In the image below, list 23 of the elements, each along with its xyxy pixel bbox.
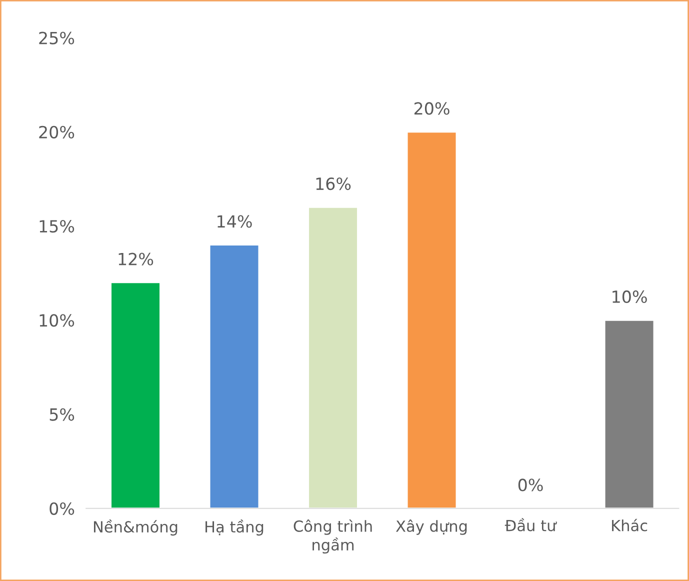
data-label: 20% [414, 102, 450, 115]
y-tick-label: 10% [40, 314, 74, 327]
x-tick-label: Xây dựng [396, 519, 467, 535]
bar [308, 206, 358, 508]
bar [110, 282, 161, 508]
y-tick-label: 0% [50, 502, 74, 515]
x-tick-label: Nền&móng [94, 519, 178, 536]
x-tick-label: Đầu tư [504, 518, 557, 532]
x-tick-label: Khác [612, 518, 648, 532]
data-label: 10% [612, 290, 647, 304]
y-tick-label: 25% [39, 32, 74, 44]
data-label: 12% [118, 252, 154, 266]
bar [406, 131, 458, 508]
y-tick-label: 15% [40, 220, 74, 233]
x-tick-label: Hạ tầng [206, 519, 264, 536]
bar [604, 319, 655, 508]
bar [208, 244, 260, 508]
data-label: 0% [518, 478, 543, 492]
data-label: 16% [316, 177, 351, 190]
x-tick-label: Công trình ngầm [294, 519, 372, 554]
data-label: 14% [218, 215, 252, 228]
y-tick-label: 20% [39, 126, 74, 138]
y-tick-label: 5% [50, 408, 74, 421]
